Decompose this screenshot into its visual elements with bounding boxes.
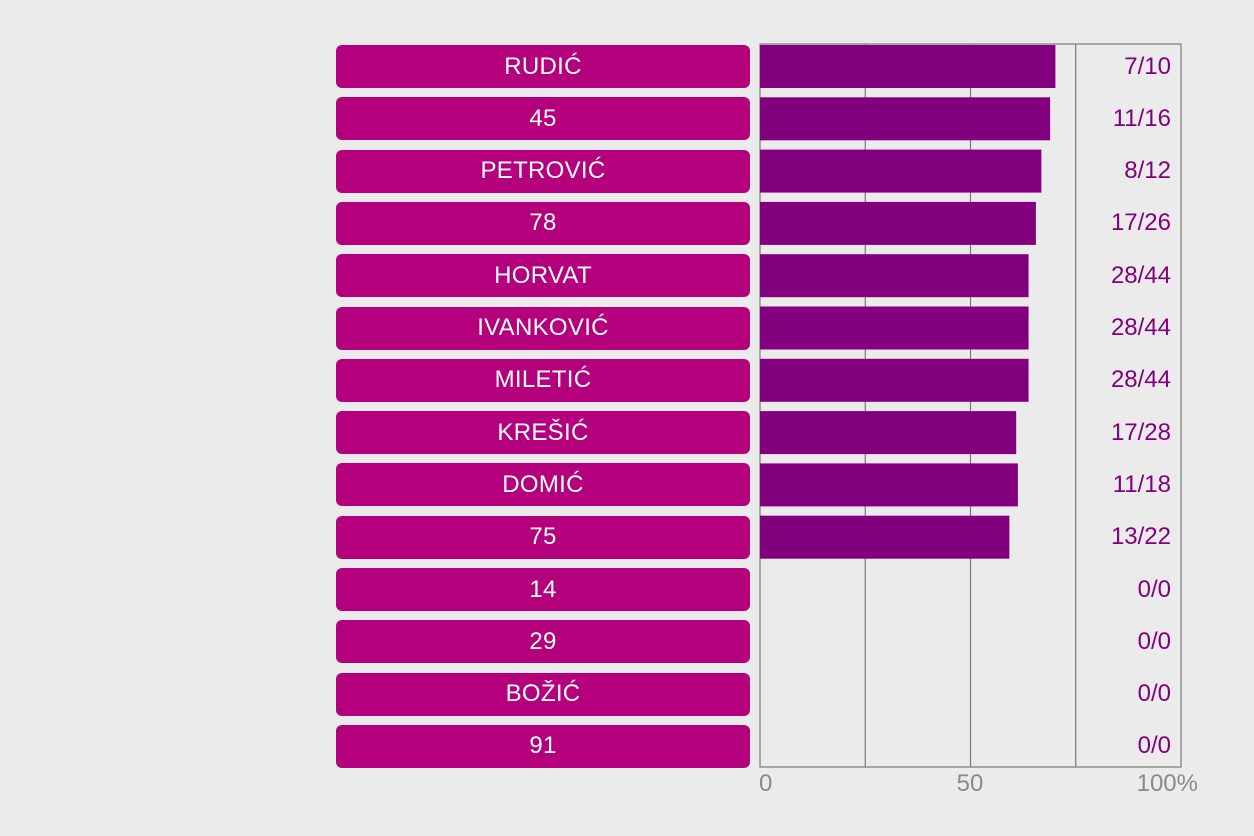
x-tick-label: 100% xyxy=(1136,770,1198,797)
category-label: BOŽIĆ xyxy=(336,672,750,716)
bar xyxy=(760,411,1017,455)
ratio-label: 28/44 xyxy=(1110,366,1171,394)
ratio-label: 28/44 xyxy=(1110,314,1171,341)
category-label: RUDIĆ xyxy=(336,45,750,88)
ratio-label: 13/22 xyxy=(1110,523,1171,551)
ratio-label: 11/16 xyxy=(1112,104,1171,132)
ratio-label: 28/44 xyxy=(1110,261,1171,289)
bar xyxy=(760,201,1036,245)
ratio-label: 0/0 xyxy=(1137,680,1171,708)
bar xyxy=(760,515,1010,559)
category-label: 91 xyxy=(336,724,750,768)
ratio-label: 0/0 xyxy=(1137,732,1171,760)
category-label: DOMIĆ xyxy=(336,463,750,507)
category-label: KREŠIĆ xyxy=(336,411,750,455)
bar xyxy=(760,306,1029,350)
ratio-label: 7/10 xyxy=(1124,52,1171,80)
ratio-label: 8/12 xyxy=(1124,157,1171,185)
ratio-label: 17/28 xyxy=(1110,418,1171,446)
category-label: IVANKOVIĆ xyxy=(336,306,750,350)
bar xyxy=(760,97,1051,141)
category-label: 45 xyxy=(336,97,750,141)
ratio-label: 17/26 xyxy=(1110,209,1171,237)
ratio-label: 0/0 xyxy=(1137,575,1171,603)
category-label: 14 xyxy=(336,568,750,611)
x-tick-label: 0 xyxy=(759,770,773,797)
category-label: HORVAT xyxy=(336,254,750,298)
bar xyxy=(760,45,1056,88)
x-tick-label: 50 xyxy=(956,770,984,797)
category-label: 29 xyxy=(336,620,750,664)
ratio-label: 0/0 xyxy=(1137,627,1171,655)
category-label: 75 xyxy=(336,515,750,559)
category-label: PETROVIĆ xyxy=(336,149,750,193)
bar xyxy=(760,149,1042,193)
category-label: 78 xyxy=(336,201,750,245)
bar xyxy=(760,254,1029,298)
bar xyxy=(760,358,1029,402)
bar xyxy=(760,463,1018,507)
category-label: MILETIĆ xyxy=(336,358,750,402)
ratio-label: 11/18 xyxy=(1112,470,1171,498)
